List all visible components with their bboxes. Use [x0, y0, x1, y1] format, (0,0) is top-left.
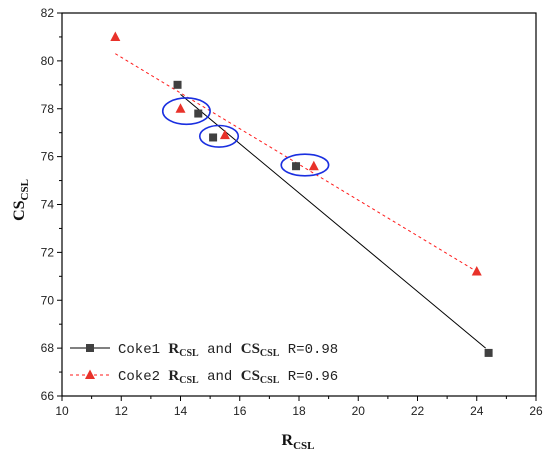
coke2-point	[175, 103, 186, 113]
coke1-point	[194, 109, 203, 118]
fit-lines-layer	[115, 53, 486, 349]
legend: Coke1 RCSL and CSCSL R=0.98 Coke2 RCSL an…	[70, 341, 338, 386]
x-tick-label: 26	[529, 404, 543, 418]
coke2-legend-marker	[85, 369, 95, 379]
coke2-point	[219, 129, 230, 140]
annotation-layer	[161, 97, 330, 177]
y-axis-title-sub: CSL	[19, 179, 31, 200]
y-tick-label: 66	[41, 389, 55, 403]
plot-frame	[61, 12, 537, 397]
coke1-point	[173, 80, 182, 89]
highlight-ellipse	[161, 97, 211, 126]
x-tick-label: 20	[352, 404, 366, 418]
coke1-legend-marker	[86, 344, 94, 352]
y-tick-label: 68	[41, 341, 55, 355]
coke1-fit-line	[180, 94, 486, 349]
points-layer	[110, 31, 493, 357]
coke1-point	[484, 348, 493, 357]
coke1-legend-label: Coke1 RCSL and CSCSL R=0.98	[118, 341, 338, 359]
x-tick-label: 24	[470, 404, 484, 418]
highlight-ellipse	[280, 153, 330, 177]
coke2-point	[471, 266, 482, 276]
y-tick-label: 80	[41, 54, 55, 68]
highlight-ellipse	[198, 124, 240, 148]
y-tick-label: 82	[41, 6, 55, 20]
coke1-point	[292, 162, 301, 171]
ticks-layer: 10 12 14 16 18 20 22 24 26 66 68 70 72 74 76 78 80 82	[41, 6, 543, 418]
x-tick-label: 14	[174, 404, 188, 418]
y-axis-title-main: CS	[11, 200, 28, 221]
coke2-legend-label: Coke2 RCSL and CSCSL R=0.96	[118, 368, 338, 386]
x-tick-label: 22	[411, 404, 425, 418]
y-tick-label: 72	[41, 245, 55, 259]
coke1-point	[209, 133, 218, 142]
x-tick-label: 12	[115, 404, 129, 418]
y-tick-label: 76	[41, 150, 55, 164]
x-axis-title: RCSL	[282, 432, 315, 452]
x-tick-label: 10	[55, 404, 69, 418]
x-axis-title-main: R	[282, 432, 294, 449]
coke2-point	[110, 31, 121, 41]
y-tick-label: 78	[41, 102, 55, 116]
x-tick-label: 18	[292, 404, 306, 418]
y-tick-label: 70	[41, 293, 55, 307]
x-tick-label: 16	[233, 404, 247, 418]
y-axis-title: CSCSL	[11, 179, 31, 221]
y-tick-label: 74	[41, 198, 55, 212]
x-axis-title-sub: CSL	[293, 440, 314, 452]
coke2-point	[308, 160, 319, 171]
